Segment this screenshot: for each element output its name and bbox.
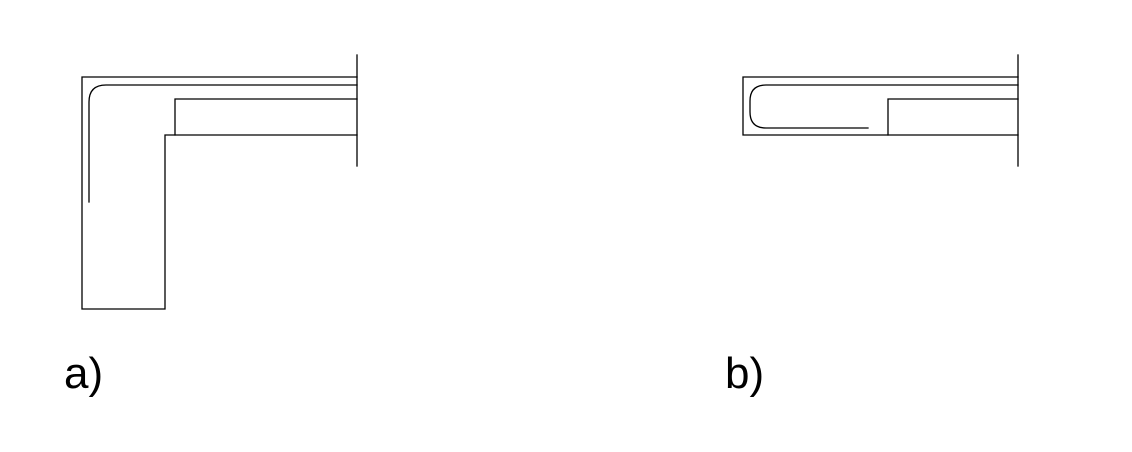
panel-a-l-section-outline xyxy=(81,76,358,310)
panel-b-label: b) xyxy=(725,349,764,398)
panel-a-inner-block xyxy=(174,98,358,136)
panel-b: b) xyxy=(725,54,1019,398)
panel-a-label: a) xyxy=(64,349,103,398)
panel-a-reinforcement-line xyxy=(88,84,358,203)
panel-b-inner-block xyxy=(887,98,1019,136)
panel-b-reinforcement-line xyxy=(749,84,1019,129)
panel-a: a) xyxy=(64,54,358,398)
panel-b-section-outline xyxy=(742,76,1019,136)
